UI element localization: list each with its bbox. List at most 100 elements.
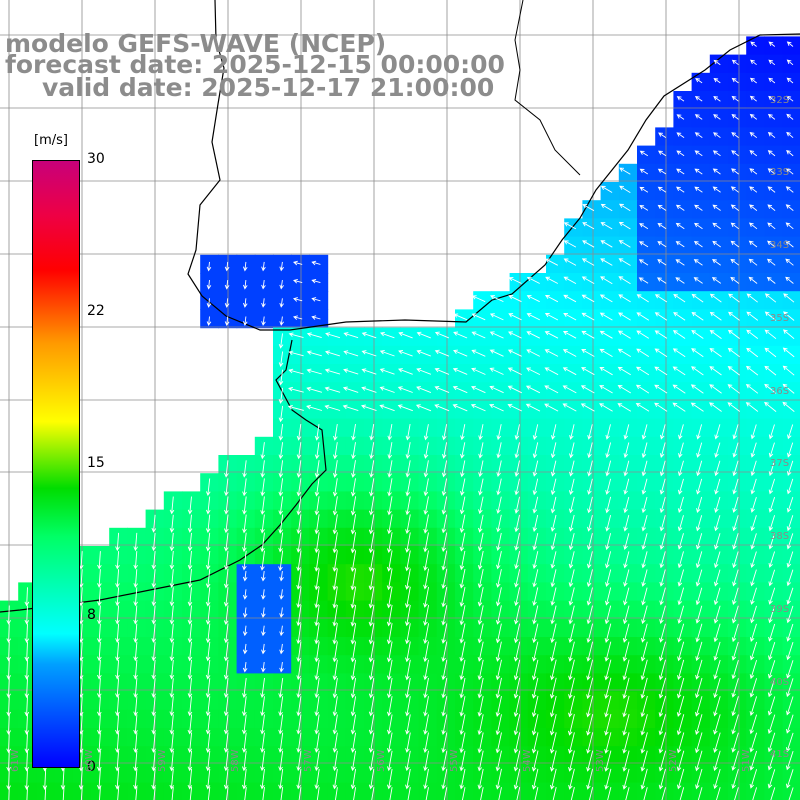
- wind-arrow: [544, 294, 559, 303]
- wind-arrow: [749, 714, 758, 735]
- wind-arrow: [405, 696, 411, 717]
- wind-arrow: [169, 587, 175, 607]
- wind-arrow: [260, 532, 265, 553]
- wind-arrow: [661, 787, 666, 800]
- wind-arrow: [115, 696, 120, 717]
- wind-arrow: [205, 550, 211, 570]
- wind-arrow: [368, 532, 375, 554]
- wind-arrow: [750, 59, 757, 66]
- wind-arrow: [423, 532, 429, 553]
- wind-arrow: [516, 787, 521, 800]
- wind-arrow: [788, 787, 794, 800]
- wind-arrow: [676, 714, 685, 736]
- wind-arrow: [786, 533, 794, 550]
- wind-arrow: [151, 623, 157, 643]
- wind-arrow: [223, 641, 229, 662]
- wind-arrow: [513, 641, 521, 662]
- wind-arrow: [787, 424, 794, 440]
- wind-arrow: [351, 424, 356, 441]
- wind-arrow: [587, 514, 593, 532]
- wind-arrow: [640, 768, 648, 790]
- wind-arrow: [693, 259, 703, 266]
- wind-arrow: [617, 385, 632, 394]
- wind-arrow: [677, 551, 684, 569]
- wind-arrow: [459, 750, 466, 772]
- wind-arrow: [531, 714, 539, 736]
- wind-arrow: [623, 496, 630, 514]
- wind-arrow: [405, 478, 411, 497]
- wind-arrow: [151, 605, 157, 625]
- longitude-label: 59W: [157, 749, 168, 772]
- wind-arrow: [605, 551, 612, 569]
- wind-arrow: [151, 750, 156, 772]
- wind-arrow: [314, 696, 320, 717]
- wind-arrow: [658, 132, 667, 138]
- wind-arrow: [586, 587, 593, 606]
- wind-arrow: [785, 204, 794, 211]
- wind-arrow: [657, 168, 667, 175]
- wind-arrow: [386, 732, 393, 753]
- wind-arrow: [151, 714, 156, 735]
- wind-arrow: [441, 514, 448, 534]
- wind-arrow: [405, 659, 411, 681]
- wind-arrow: [314, 460, 320, 478]
- wind-arrow: [405, 514, 411, 535]
- wind-arrow: [477, 714, 484, 736]
- wind-arrow: [369, 478, 375, 497]
- wind-arrow: [368, 623, 375, 645]
- wind-arrow: [288, 386, 304, 393]
- wind-arrow: [452, 385, 468, 394]
- wind-arrow: [189, 787, 193, 800]
- wind-arrow: [568, 641, 575, 662]
- wind-arrow: [96, 659, 102, 680]
- wind-arrow: [460, 424, 466, 441]
- wind-arrow: [460, 442, 466, 459]
- wind-arrow: [423, 460, 429, 478]
- wind-arrow: [434, 331, 450, 339]
- wind-arrow: [443, 787, 448, 800]
- wind-arrow: [187, 750, 193, 772]
- wind-arrow: [673, 312, 686, 321]
- wind-arrow: [350, 696, 357, 717]
- wind-arrow: [545, 276, 559, 284]
- wind-arrow: [617, 348, 631, 357]
- wind-arrow: [544, 367, 559, 376]
- wind-arrow: [600, 222, 613, 230]
- wind-arrow: [658, 641, 666, 662]
- wind-arrow: [768, 95, 776, 102]
- wind-arrow: [361, 350, 377, 357]
- wind-arrow: [187, 714, 193, 735]
- wind-arrow: [513, 623, 521, 644]
- wind-arrow: [261, 625, 266, 637]
- wind-arrow: [296, 568, 302, 590]
- wind-arrow: [676, 750, 685, 772]
- wind-arrow: [600, 203, 613, 212]
- wind-arrow: [638, 241, 649, 248]
- wind-arrow: [169, 732, 175, 753]
- wind-arrow: [768, 460, 775, 477]
- wind-arrow: [713, 114, 721, 120]
- wind-arrow: [350, 514, 357, 535]
- wind-arrow: [767, 186, 776, 193]
- wind-arrow: [386, 604, 393, 627]
- wind-arrow: [97, 605, 102, 625]
- wind-arrow: [659, 460, 666, 477]
- wind-arrow: [223, 587, 229, 607]
- wind-arrow: [732, 551, 739, 569]
- wind-arrow: [279, 643, 284, 655]
- wind-arrow: [639, 186, 649, 193]
- wind-arrow: [712, 168, 721, 175]
- wind-arrow: [169, 750, 175, 772]
- wind-arrow: [332, 641, 338, 663]
- wind-arrow: [544, 331, 559, 339]
- wind-arrow: [96, 750, 102, 772]
- wind-arrow: [713, 714, 721, 735]
- wind-arrow: [205, 605, 211, 625]
- wind-arrow: [24, 768, 30, 790]
- wind-arrow: [478, 424, 484, 441]
- wind-arrow: [478, 442, 484, 459]
- wind-arrow: [618, 221, 631, 230]
- wind-arrow: [298, 787, 302, 800]
- wind-arrow: [782, 401, 795, 412]
